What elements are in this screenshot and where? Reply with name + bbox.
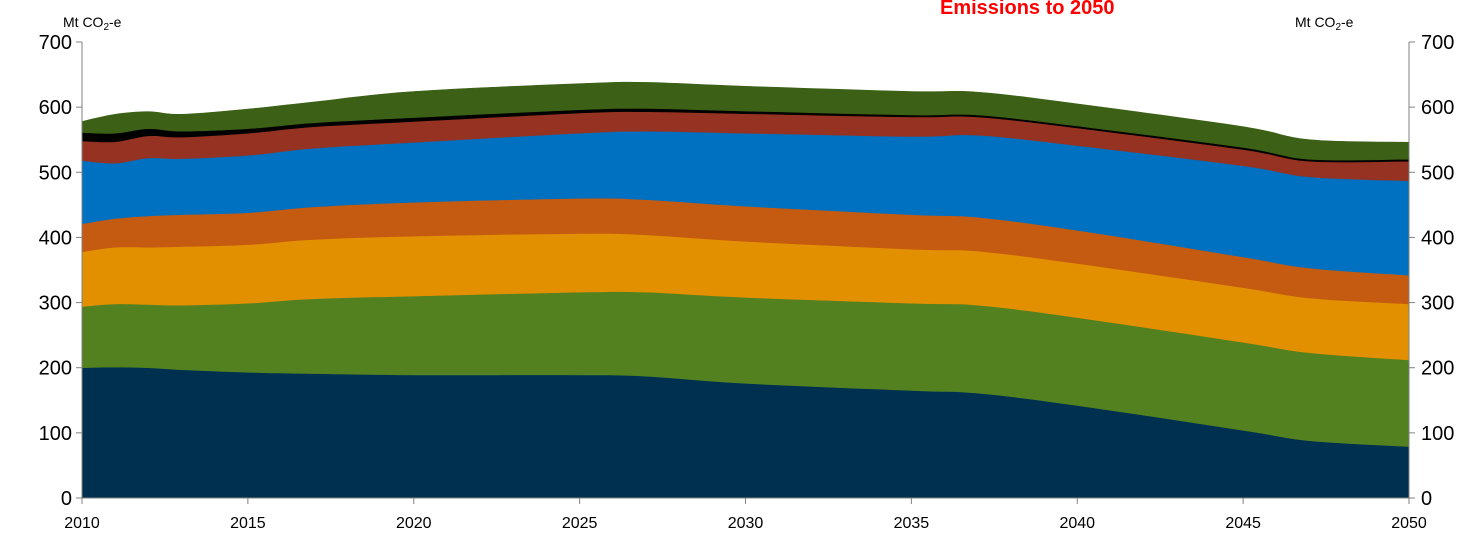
y-tick-label-left: 300: [39, 293, 72, 315]
y-tick-label-left: 0: [61, 488, 72, 510]
axes: 0 0 100 100 200 200 300 300 400 400 500 500 600 600 70…: [39, 32, 1455, 532]
y-tick-label-left: 700: [39, 32, 72, 54]
y-tick-label-right: 200: [1421, 358, 1454, 380]
y-tick-label-right: 500: [1421, 162, 1454, 184]
x-tick-label: 2035: [894, 515, 930, 532]
right-axis-unit-label: Mt CO2-e: [1295, 14, 1354, 33]
y-tick-label-right: 400: [1421, 227, 1454, 249]
x-tick-label: 2025: [562, 515, 598, 532]
stacked-areas: [81, 81, 1410, 499]
y-tick-label-left: 500: [39, 162, 72, 184]
y-tick-label-left: 600: [39, 97, 72, 119]
x-tick-label: 2015: [230, 515, 266, 532]
x-tick-label: 2050: [1391, 515, 1427, 532]
y-tick-label-left: 100: [39, 423, 72, 445]
x-tick-label: 2010: [64, 515, 100, 532]
x-tick-label: 2040: [1059, 515, 1095, 532]
y-tick-label-left: 200: [39, 358, 72, 380]
y-tick-label-right: 0: [1421, 488, 1432, 510]
left-axis-unit-label: Mt CO2-e: [63, 14, 122, 33]
y-tick-label-right: 600: [1421, 97, 1454, 119]
x-tick-label: 2030: [728, 515, 764, 532]
chart-title: Emissions to 2050: [940, 0, 1115, 19]
y-tick-label-right: 700: [1421, 32, 1454, 54]
y-tick-label-right: 300: [1421, 293, 1454, 315]
x-tick-label: 2020: [396, 515, 432, 532]
y-tick-label-right: 100: [1421, 423, 1454, 445]
y-tick-label-left: 400: [39, 227, 72, 249]
x-tick-label: 2045: [1225, 515, 1261, 532]
